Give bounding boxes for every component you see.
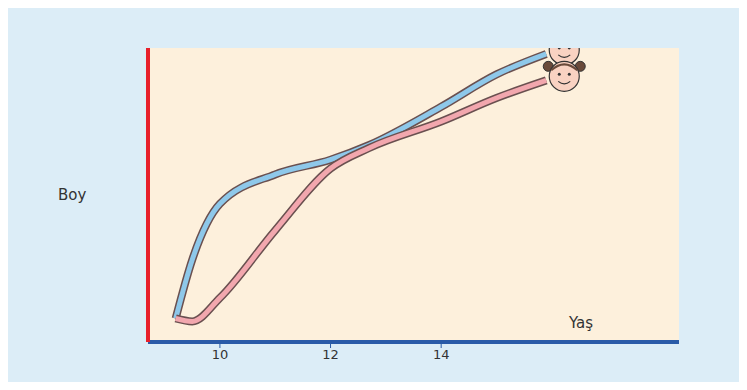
svg-text:14: 14	[433, 347, 450, 362]
svg-text:Boy: Boy	[58, 186, 86, 204]
svg-text:10: 10	[212, 347, 229, 362]
svg-text:Yaş: Yaş	[568, 314, 593, 332]
svg-text:12: 12	[322, 347, 339, 362]
